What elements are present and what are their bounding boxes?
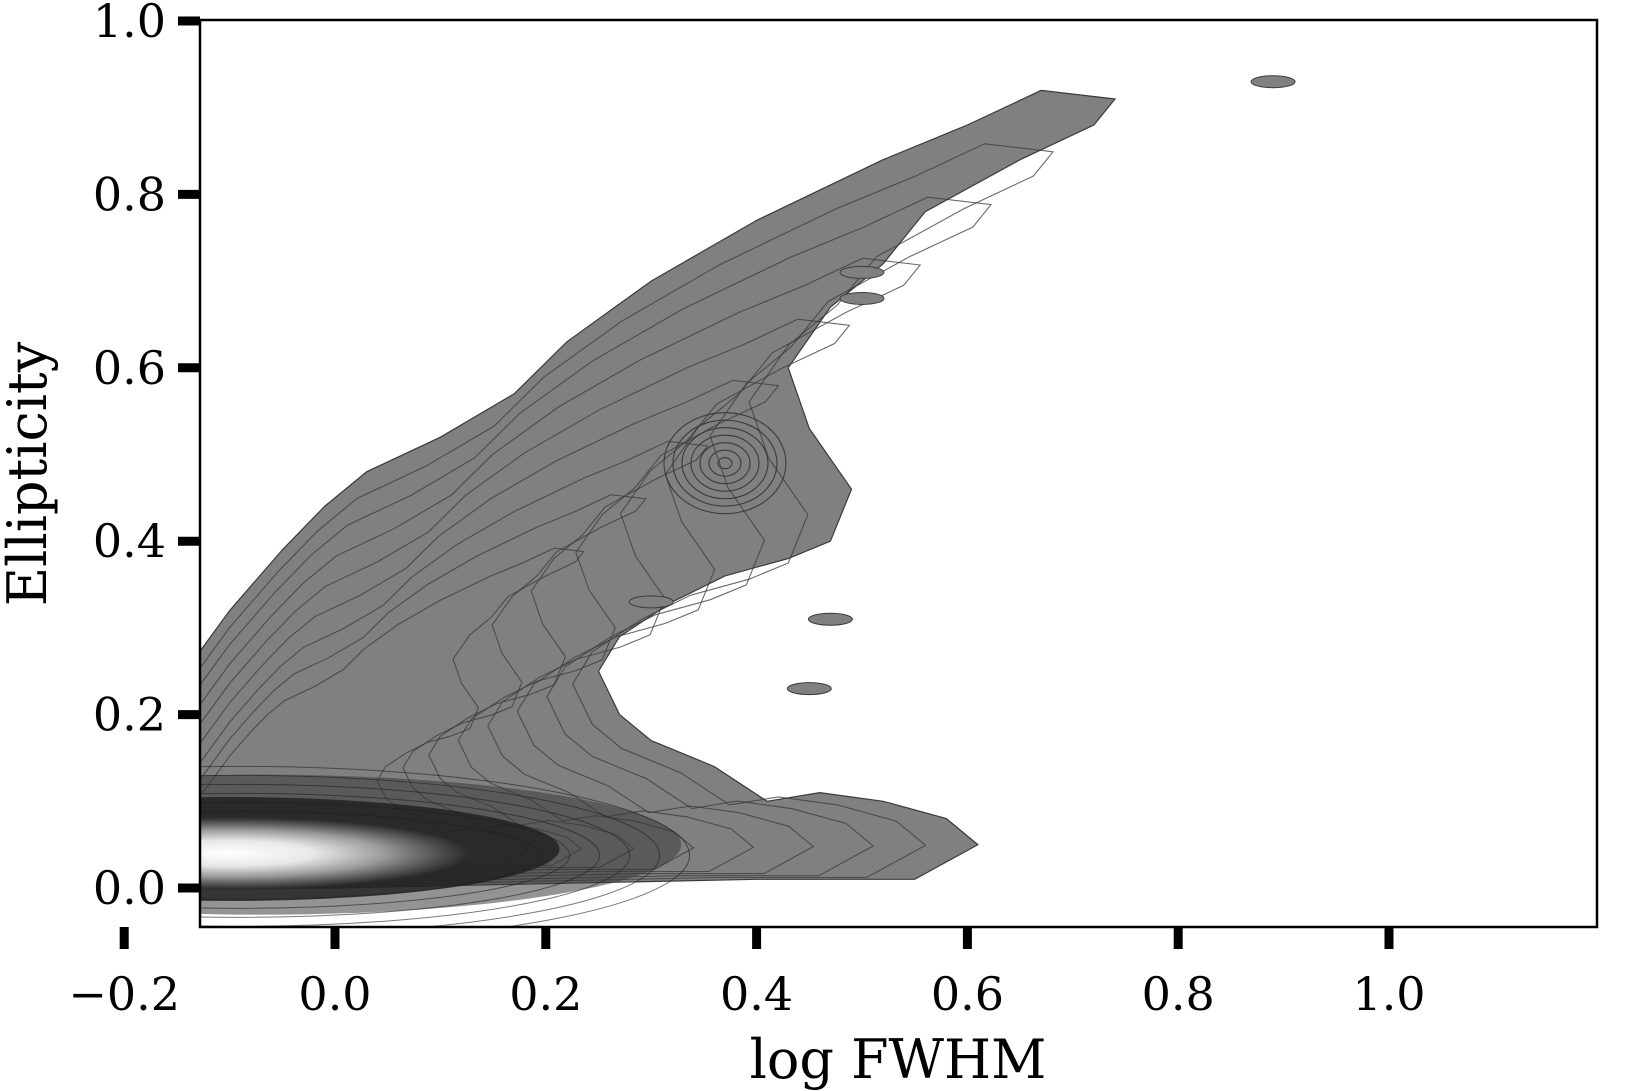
x-tick-label: 0.6 xyxy=(931,967,1004,1021)
x-tick-label: −0.2 xyxy=(68,967,180,1021)
secondary-peak-contour xyxy=(663,412,787,515)
contour-line xyxy=(200,318,851,879)
secondary-peak-contour xyxy=(699,442,751,485)
secondary-peak-contour xyxy=(708,449,742,477)
y-tick-label: 0.6 xyxy=(93,341,166,395)
y-tick-label: 0.0 xyxy=(93,861,166,915)
core-contour xyxy=(200,810,541,900)
plot-area xyxy=(200,75,1296,927)
density-contours xyxy=(200,89,1117,889)
core-contour xyxy=(200,765,690,927)
density-island xyxy=(786,682,832,696)
x-tick-label: 0.2 xyxy=(509,967,582,1021)
secondary-peak-contour xyxy=(672,419,778,507)
core-contour xyxy=(200,792,600,918)
y-tick-label: 0.4 xyxy=(93,514,166,568)
density-islands xyxy=(628,75,1296,696)
x-tick-label: 0.4 xyxy=(720,967,793,1021)
secondary-peak-contour xyxy=(717,457,733,470)
contour-line xyxy=(200,196,993,884)
peak-density-core xyxy=(200,765,690,927)
y-axis-title: Ellipticity xyxy=(0,341,59,606)
axes-frame xyxy=(198,18,1599,929)
x-tick-label: 0.0 xyxy=(298,967,371,1021)
density-island xyxy=(839,265,885,279)
contour-line xyxy=(200,143,1055,887)
x-tick-label: 0.8 xyxy=(1142,967,1215,1021)
y-tick-label: 0.2 xyxy=(93,688,166,742)
density-island xyxy=(1250,75,1296,89)
secondary-peak-contour xyxy=(681,427,769,500)
density-island xyxy=(628,595,674,609)
x-axis-title: log FWHM xyxy=(750,1028,1047,1091)
secondary-peak-contour xyxy=(690,434,760,492)
core-contour xyxy=(200,774,660,927)
density-island xyxy=(839,291,885,305)
core-contour xyxy=(200,801,571,909)
y-tick-label: 0.8 xyxy=(93,167,166,221)
contour-outer xyxy=(200,89,1117,889)
y-axis: 0.0 0.2 0.4 0.6 0.8 1.0 xyxy=(93,0,200,915)
x-axis: −0.2 0.0 0.2 0.4 0.6 0.8 1.0 xyxy=(68,927,1426,1021)
y-tick-label: 1.0 xyxy=(93,0,166,48)
x-tick-label: 1.0 xyxy=(1352,967,1425,1021)
core-peak xyxy=(200,817,470,890)
density-island xyxy=(807,612,853,626)
